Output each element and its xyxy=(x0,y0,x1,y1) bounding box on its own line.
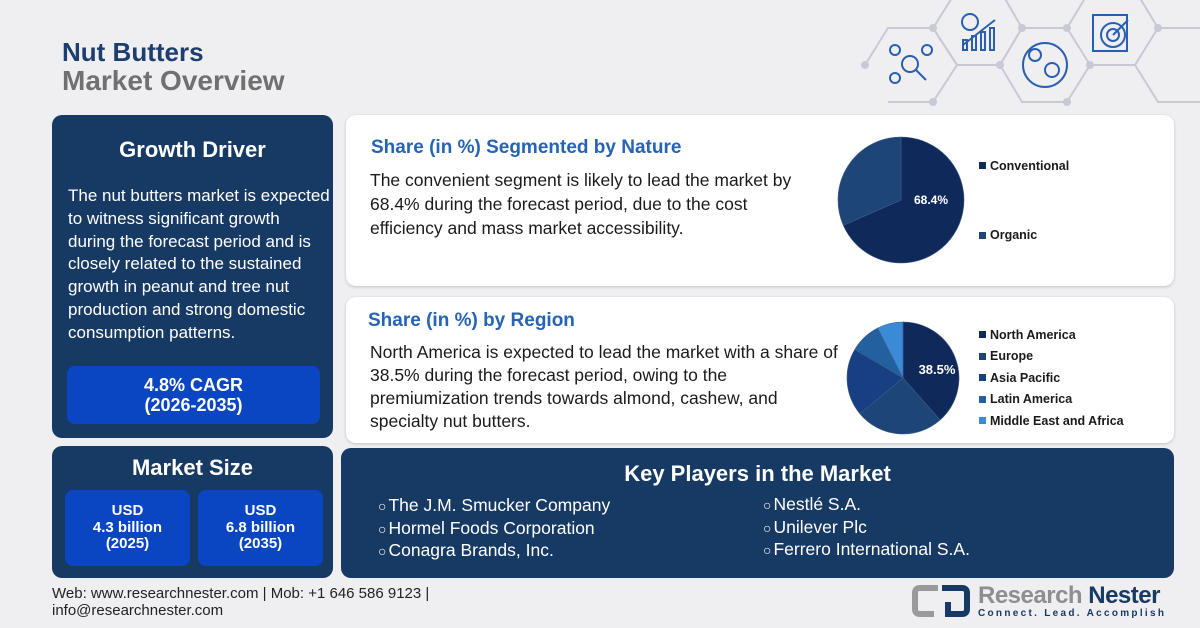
logo-mark-icon xyxy=(912,585,970,617)
page-subtitle: Market Overview xyxy=(62,65,285,96)
key-players-left: The J.M. Smucker Company Hormel Foods Co… xyxy=(378,495,610,563)
network-analysis-icon xyxy=(889,44,933,84)
key-players-right: Nestlé S.A. Unilever Plc Ferrero Interna… xyxy=(763,494,970,562)
player: The J.M. Smucker Company xyxy=(378,495,610,518)
currency: USD xyxy=(111,502,144,520)
player: Ferrero International S.A. xyxy=(763,539,969,562)
hexagon-decoration xyxy=(861,0,1200,106)
cagr-value: 4.8% CAGR xyxy=(143,375,244,395)
legend-label: North America xyxy=(990,327,1076,342)
value: 4.3 billion xyxy=(92,518,163,536)
region-legend: North America Europe Asia Pacific Latin Ame… xyxy=(979,324,1124,432)
player: Conagra Brands, Inc. xyxy=(378,540,610,563)
legend-swatch xyxy=(979,417,986,425)
pie-slice-conventional xyxy=(842,136,965,264)
market-size-panel: Market Size USD 4.3 billion (2025) USD 6… xyxy=(52,446,333,578)
region-text: North America is expected to lead the ma… xyxy=(370,342,838,431)
legend-item: Europe xyxy=(979,346,1124,368)
legend-item: Middle East and Africa xyxy=(979,410,1124,432)
currency: USD xyxy=(244,502,277,520)
pie-slice-organic xyxy=(837,136,902,226)
player: Hormel Foods Corporation xyxy=(378,518,610,541)
market-size-2025: USD 4.3 billion (2025) xyxy=(65,490,190,566)
cagr-period: (2026-2035) xyxy=(144,395,243,415)
page-title: Nut Butters xyxy=(62,37,204,67)
region-card: Share (in %) by Region North America is … xyxy=(346,297,1174,443)
legend-swatch xyxy=(979,331,986,339)
pie-slice-asia-pacific xyxy=(846,349,904,415)
growth-driver-panel: Growth Driver The nut butters market is … xyxy=(52,115,333,438)
market-size-2035: USD 6.8 billion (2035) xyxy=(198,490,323,566)
legend-label: Latin America xyxy=(990,392,1073,407)
nature-legend: Conventional Organic xyxy=(979,155,1069,246)
legend-label: Conventional xyxy=(990,158,1070,173)
data-label: 68.4% xyxy=(914,193,948,207)
legend-item: Organic xyxy=(979,225,1069,247)
player: Unilever Plc xyxy=(763,517,970,540)
nature-card: Share (in %) Segmented by Nature The con… xyxy=(346,115,1174,286)
year: (2035) xyxy=(238,535,283,553)
nature-text: The convenient segment is likely to lead… xyxy=(370,170,792,238)
key-players-title: Key Players in the Market xyxy=(624,461,891,486)
legend-label: Asia Pacific xyxy=(990,370,1061,385)
pie-slice-europe xyxy=(859,377,941,435)
player: Nestlé S.A. xyxy=(763,494,970,517)
region-title: Share (in %) by Region xyxy=(368,310,575,331)
legend-swatch xyxy=(979,395,986,403)
value: 6.8 billion xyxy=(225,518,296,536)
legend-swatch xyxy=(979,231,986,239)
legend-item: Latin America xyxy=(979,389,1124,411)
market-size-title: Market Size xyxy=(131,455,254,480)
key-players-panel: Key Players in the Market The J.M. Smuck… xyxy=(341,448,1174,578)
growth-driver-text: The nut butters market is expected to wi… xyxy=(68,186,330,342)
legend-item: North America xyxy=(979,324,1124,346)
global-commerce-icon xyxy=(1022,42,1068,88)
legend-swatch xyxy=(979,162,986,170)
legend-item: Conventional xyxy=(979,155,1069,177)
data-label: 38.5% xyxy=(919,362,956,377)
legend-swatch xyxy=(979,374,986,382)
year: (2025) xyxy=(105,535,150,553)
pie-slice-middle-east-and-africa xyxy=(877,321,904,379)
target-report-icon xyxy=(1092,14,1129,52)
growth-driver-title: Growth Driver xyxy=(119,137,266,162)
legend-item: Asia Pacific xyxy=(979,367,1124,389)
region-pie-chart: 38.5% xyxy=(846,321,960,435)
legend-label: Middle East and Africa xyxy=(990,413,1124,428)
logo-tagline: Connect. Lead. Accomplish xyxy=(978,608,1167,619)
logo-name-1: Research xyxy=(978,582,1083,609)
legend-label: Europe xyxy=(990,349,1034,364)
pie-slice-north-america xyxy=(902,321,960,421)
cagr-badge: 4.8% CAGR (2026-2035) xyxy=(67,366,320,424)
footer-email: info@researchnester.com xyxy=(52,601,224,619)
footer-web-phone: Web: www.researchnester.com | Mob: +1 64… xyxy=(52,585,430,602)
growth-chart-icon xyxy=(961,13,996,51)
legend-label: Organic xyxy=(990,228,1038,243)
nature-title: Share (in %) Segmented by Nature xyxy=(371,137,682,158)
nature-pie-chart: 68.4% xyxy=(837,136,965,264)
footer-contact: Web: www.researchnester.com | Mob: +1 64… xyxy=(52,585,430,619)
legend-swatch xyxy=(979,352,986,360)
logo-name-2: Nester xyxy=(1088,582,1160,609)
